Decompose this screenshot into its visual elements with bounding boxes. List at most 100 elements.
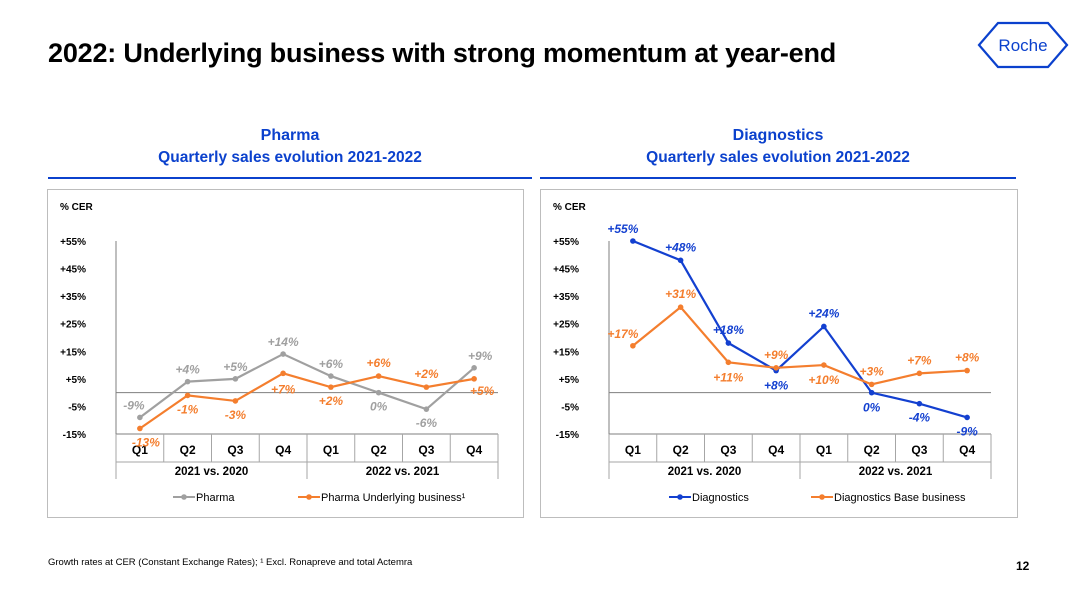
y-tick-label: +5% (559, 375, 579, 386)
pharma-panel-subtitle: Quarterly sales evolution 2021-2022 (158, 149, 422, 166)
data-label: +9% (764, 348, 789, 362)
data-point (964, 414, 970, 421)
series-line (139, 372, 475, 430)
data-point (677, 304, 684, 310)
data-label: +55% (607, 222, 638, 236)
data-point (328, 373, 334, 379)
y-tick-label: -15% (556, 430, 579, 441)
data-label: +10% (808, 373, 839, 387)
pharma-panel-title: Pharma (260, 127, 320, 144)
data-point (677, 257, 684, 264)
data-label: +14% (268, 335, 299, 349)
data-point (184, 392, 191, 399)
data-label: +6% (366, 356, 391, 370)
y-tick-label: +35% (60, 292, 86, 303)
x-tick-label: Q1 (816, 443, 832, 457)
diagnostics-header-rule (540, 177, 1016, 179)
y-tick-label: -5% (68, 402, 86, 413)
diagnostics-chart-frame: % CER +55% +45% +35% +25% +15% +5% -5% -15% Q1 Q2 Q… (540, 189, 1018, 518)
data-point (916, 400, 923, 407)
y-axis-title: % CER (553, 202, 587, 213)
group-label: 2021 vs. 2020 (175, 466, 249, 478)
data-label: +17% (607, 327, 638, 341)
legend-label: Pharma Underlying business¹ (321, 492, 466, 504)
data-label: +7% (907, 353, 932, 367)
y-axis-title: % CER (60, 202, 94, 213)
legend-marker (819, 494, 825, 500)
data-label: +8% (764, 379, 789, 393)
data-point (375, 389, 382, 396)
y-tick-label: +45% (553, 265, 579, 276)
x-tick-label: Q4 (466, 443, 482, 457)
data-label: +9% (468, 349, 493, 363)
y-tick-label: +35% (553, 292, 579, 303)
data-label: -9% (956, 424, 978, 438)
group-label: 2022 vs. 2021 (859, 466, 933, 478)
group-label: 2021 vs. 2020 (668, 466, 742, 478)
legend-label: Pharma (196, 492, 235, 504)
data-label: +24% (808, 306, 839, 320)
data-label: -13% (132, 435, 160, 449)
x-tick-label: Q2 (864, 443, 880, 457)
group-label: 2022 vs. 2021 (366, 466, 440, 478)
roche-logo: Roche (977, 21, 1069, 69)
x-tick-label: Q1 (132, 443, 148, 457)
x-tick-label: Q4 (768, 443, 784, 457)
data-point (916, 370, 923, 377)
data-point (630, 342, 636, 349)
data-label: -4% (909, 411, 931, 425)
data-label: +3% (859, 364, 884, 378)
data-point (423, 384, 430, 390)
data-label: -3% (225, 408, 247, 422)
data-point (471, 365, 477, 371)
x-tick-label: Q3 (720, 443, 736, 457)
x-tick-label: Q1 (625, 443, 641, 457)
x-tick-label: Q3 (418, 443, 434, 457)
x-tick-label: Q4 (959, 443, 975, 457)
pharma-panel-header: Pharma Quarterly sales evolution 2021-20… (48, 125, 532, 169)
x-tick-label: Q2 (180, 443, 196, 457)
x-tick-label: Q1 (323, 443, 339, 457)
data-point (232, 398, 239, 404)
data-label: +5% (470, 384, 495, 398)
data-point (868, 381, 875, 388)
data-point (232, 376, 239, 382)
pharma-chart-frame: % CER +55% +45% +35% +25% +15% +5% -5% -15% Q1 Q2 Q… (47, 189, 524, 518)
x-tick-label: Q4 (275, 443, 291, 457)
data-point (280, 370, 286, 377)
data-point (725, 359, 732, 366)
data-point (821, 323, 827, 330)
data-label: 0% (863, 401, 881, 415)
series-line (632, 305, 968, 386)
data-label: +11% (713, 370, 743, 384)
y-tick-label: +55% (553, 237, 579, 248)
data-label: +18% (713, 323, 744, 337)
y-tick-label: +25% (553, 320, 579, 331)
y-tick-label: +15% (60, 347, 86, 358)
y-tick-label: +45% (60, 265, 86, 276)
y-tick-label: +25% (60, 320, 86, 331)
data-point (471, 376, 477, 382)
legend-label: Diagnostics (692, 492, 749, 504)
data-point (137, 414, 143, 421)
data-label: +5% (223, 360, 248, 374)
data-label: +2% (414, 367, 439, 381)
diagnostics-panel-header: Diagnostics Quarterly sales evolution 20… (540, 125, 1016, 169)
data-point (184, 378, 191, 385)
data-point (725, 340, 732, 346)
data-point (328, 384, 334, 390)
data-label: -9% (123, 398, 145, 412)
pharma-header-rule (48, 177, 532, 179)
data-point (821, 362, 827, 368)
legend-label: Diagnostics Base business (834, 492, 966, 504)
y-tick-label: +55% (60, 237, 86, 248)
data-label: +6% (319, 357, 344, 371)
x-tick-label: Q3 (227, 443, 243, 457)
data-point (423, 406, 430, 412)
data-label: +2% (319, 394, 344, 408)
data-point (375, 373, 382, 379)
logo-text: Roche (998, 36, 1047, 55)
data-label: +7% (271, 382, 296, 396)
data-label: +31% (665, 287, 696, 301)
data-point (280, 351, 286, 357)
